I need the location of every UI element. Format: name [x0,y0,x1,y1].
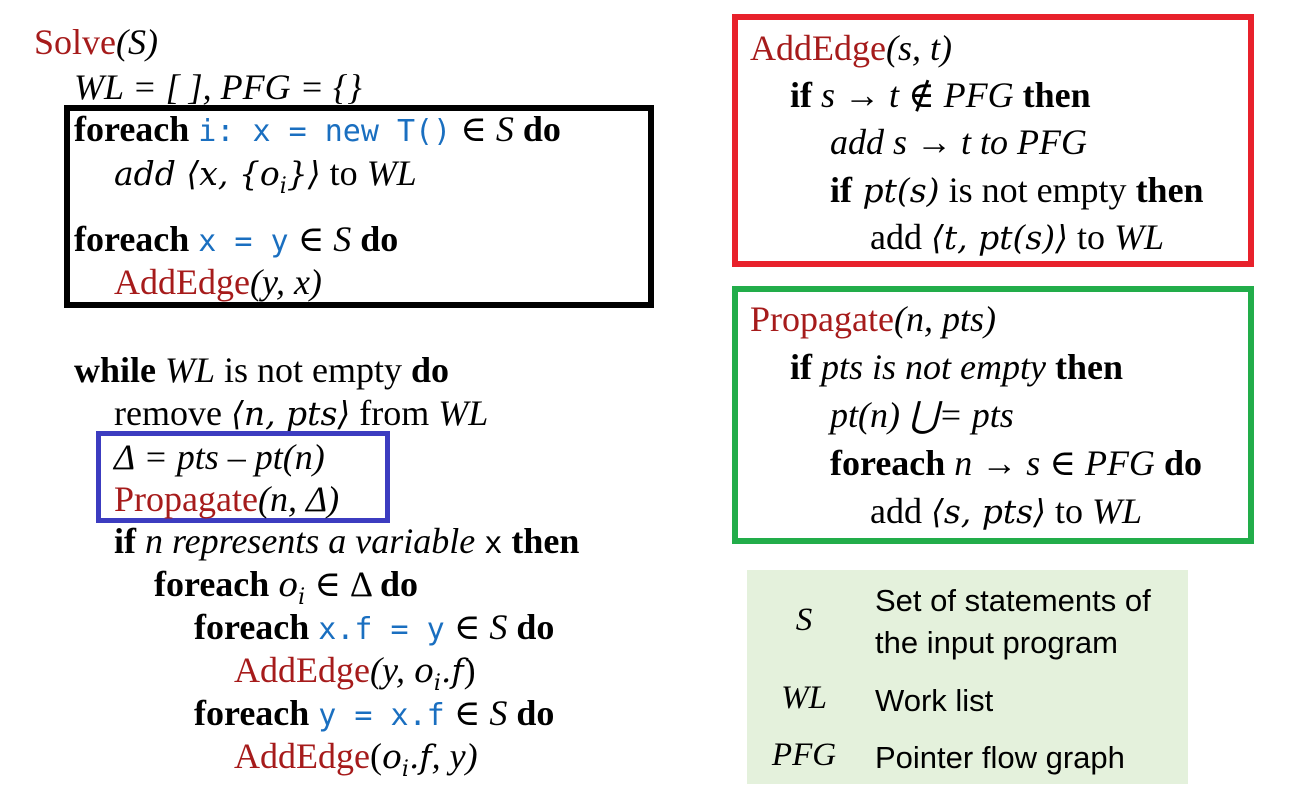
while-line: while WL is not empty do [74,350,450,390]
init-block-box [64,105,654,308]
legend-table: S Set of statements of the input program… [747,570,1188,784]
legend-symbol: WL [781,680,827,716]
legend-desc: the input program [875,625,1118,660]
foreach-store-line: foreach x.f = y ∈ S do [194,607,555,647]
solve-header: Solve(S) [34,22,158,62]
solve-function-name: Solve [34,22,117,62]
legend-symbol: S [795,602,813,638]
solve-init: WL = [ ], PFG = {} [74,67,362,107]
if-variable-line: if n represents a variable x then [114,521,580,561]
legend-desc: Work list [875,683,994,718]
foreach-oi-line: foreach oi ∈ Δ do [154,564,419,611]
propagate-header: Propagate(n, pts) [750,299,996,339]
legend-desc: Pointer flow graph [875,740,1125,775]
solve-arg: (S) [116,22,158,62]
propagate-if-line: if pts is not empty then [790,347,1123,387]
delta-block-box [96,431,390,523]
load-stmt-code: y = x.f [318,698,445,733]
propagate-add-line: add ⟨s, pts⟩ to WL [870,491,1142,531]
addedge-add-line: add s → t to PFG [830,122,1087,162]
add-obj-line: add ⟨x, {oi}⟩ to WL [114,153,417,200]
propagate-call-line: Propagate(n, Δ) [114,479,340,519]
propagate-foreach-line: foreach n → s ∈ PFG do [830,443,1202,483]
addedge-store-line: AddEdge(y, oi.f) [234,650,476,697]
foreach-assign-line: foreach x = y ∈ S do [74,219,399,259]
addedge-box [732,14,1254,267]
propagate-box [732,286,1254,544]
new-stmt-code: i: x = new T() [198,114,452,149]
addedge-y-x-line: AddEdge(y, x) [114,262,322,302]
addedge-if-line: if s → t ∉ PFG then [790,75,1091,115]
addedge-header: AddEdge(s, t) [750,28,952,68]
foreach-new-line: foreach i: x = new T() ∈ S do [74,109,561,149]
addedge-add2-line: add ⟨t, pt(s)⟩ to WL [870,217,1165,257]
propagate-union-line: pt(n) ⋃= pts [830,395,1014,435]
assign-stmt-code: x = y [198,224,289,259]
delta-line: Δ = pts – pt(n) [114,437,325,477]
legend-symbol: PFG [771,737,837,773]
store-stmt-code: x.f = y [318,612,445,647]
remove-line: remove ⟨n, pts⟩ from WL [114,393,489,433]
legend-desc: Set of statements of [875,583,1151,618]
foreach-load-line: foreach y = x.f ∈ S do [194,693,555,733]
addedge-load-line: AddEdge(oi.f, y) [234,736,478,783]
addedge-if2-line: if pt(s) is not empty then [830,170,1204,210]
